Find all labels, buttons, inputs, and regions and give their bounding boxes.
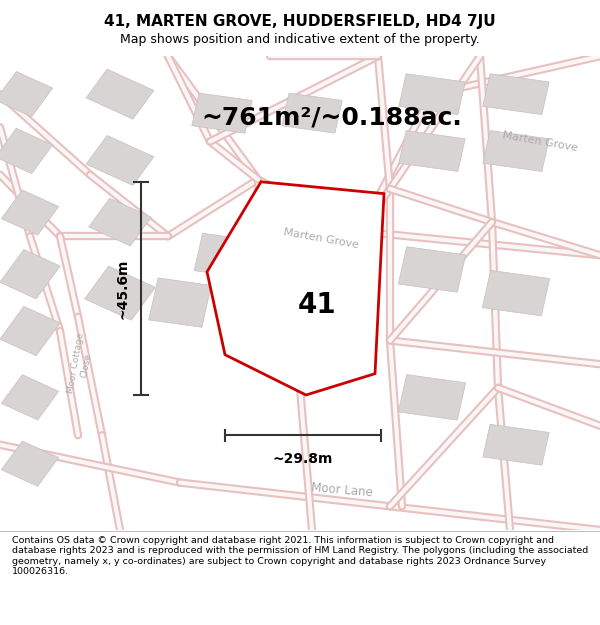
Polygon shape [398,374,466,420]
Polygon shape [483,424,549,465]
Polygon shape [86,136,154,186]
Polygon shape [399,131,465,171]
Polygon shape [89,198,151,246]
Polygon shape [194,233,250,277]
Polygon shape [85,266,155,320]
Polygon shape [1,375,59,420]
Text: Moor Cottage
Close: Moor Cottage Close [66,332,96,396]
Polygon shape [0,306,60,356]
Text: 41, MARTEN GROVE, HUDDERSFIELD, HD4 7JU: 41, MARTEN GROVE, HUDDERSFIELD, HD4 7JU [104,14,496,29]
Text: ~29.8m: ~29.8m [273,452,333,466]
Polygon shape [149,278,211,328]
Text: ~45.6m: ~45.6m [116,258,130,319]
Polygon shape [482,271,550,316]
Polygon shape [0,249,60,299]
Polygon shape [483,74,549,114]
Text: Marten Grove: Marten Grove [283,227,359,250]
Polygon shape [399,74,465,114]
Polygon shape [192,93,252,133]
Text: Contains OS data © Crown copyright and database right 2021. This information is : Contains OS data © Crown copyright and d… [12,536,588,576]
Polygon shape [282,93,342,133]
Polygon shape [483,131,549,171]
Polygon shape [398,247,466,292]
Polygon shape [0,71,53,117]
Text: 41: 41 [298,291,337,319]
Polygon shape [1,190,59,235]
Text: ~761m²/~0.188ac.: ~761m²/~0.188ac. [201,106,462,130]
Polygon shape [0,128,53,174]
Text: Marten Grove: Marten Grove [502,130,578,153]
Polygon shape [207,182,384,395]
Polygon shape [86,69,154,119]
Polygon shape [1,441,59,486]
Text: Map shows position and indicative extent of the property.: Map shows position and indicative extent… [120,33,480,46]
Text: Moor Lane: Moor Lane [311,481,373,499]
